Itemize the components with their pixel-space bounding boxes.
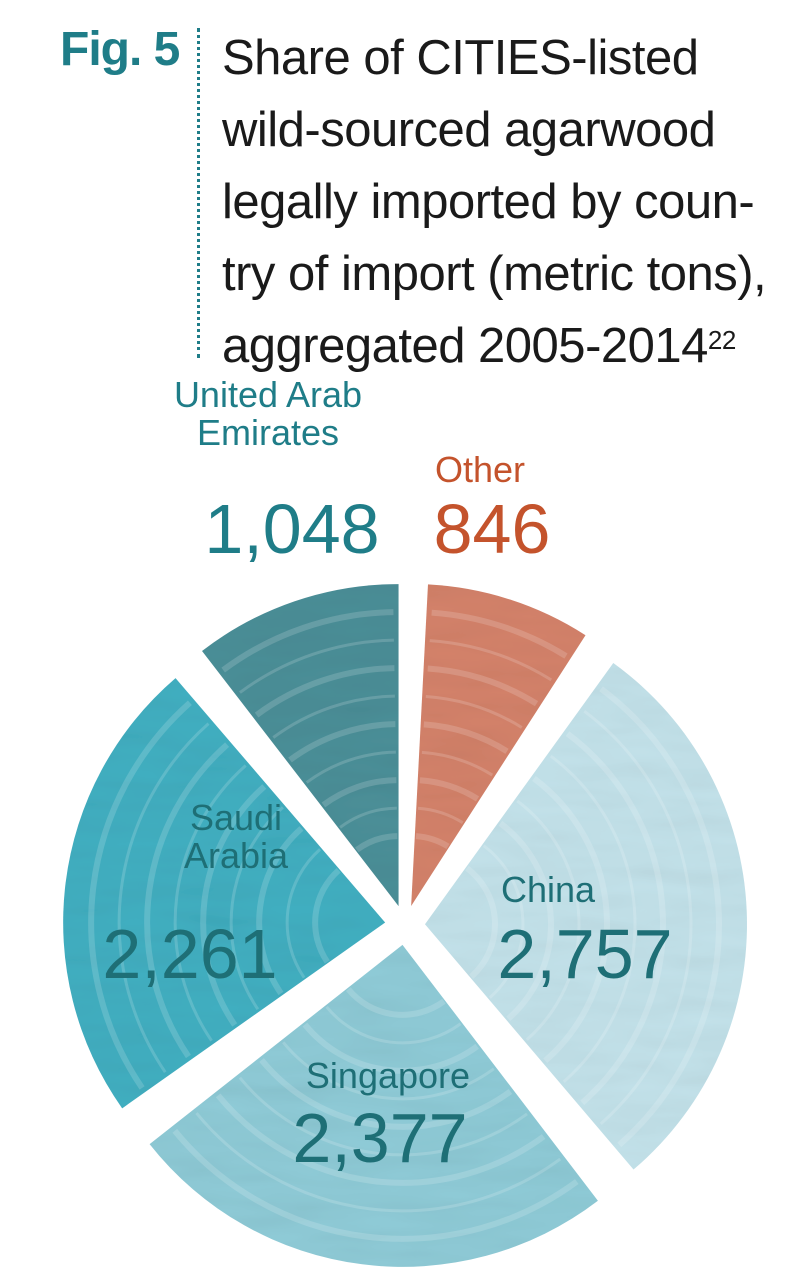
slice-value-label: 2,261 [102, 915, 277, 993]
wood-ring [312, 867, 341, 964]
slice-value-label: 2,377 [292, 1099, 467, 1177]
wood-ring [117, 722, 210, 1074]
slice-category-label: Singapore [306, 1055, 470, 1096]
slice-category-label: Saudi [190, 797, 282, 838]
wood-ring [345, 987, 446, 1018]
pie-slice-saudi-arabia [63, 678, 386, 1109]
wood-ring [498, 820, 554, 1022]
wood-ring [516, 799, 581, 1041]
wood-ring [229, 806, 284, 1011]
wood-ring [325, 1005, 462, 1045]
wood-ring [215, 1093, 546, 1186]
slice-category-label: Emirates [197, 412, 339, 453]
wood-ring [549, 754, 637, 1083]
wood-ring [144, 742, 230, 1059]
wood-ring [238, 1076, 528, 1157]
wood-ring [427, 665, 539, 707]
wood-ring [239, 638, 394, 694]
title-line: wild-sourced agarwood [222, 103, 716, 157]
wood-ring [421, 750, 494, 777]
wood-ring [302, 1022, 479, 1074]
wood-ring [583, 709, 693, 1125]
wood-ring [482, 844, 525, 999]
wood-ring [423, 721, 509, 754]
wood-ring [425, 694, 523, 729]
title-line: Share of CITIES-listed [222, 31, 699, 85]
slice-value-label: 1,048 [204, 490, 379, 568]
wood-ring [321, 777, 397, 808]
wood-ring [172, 1128, 579, 1242]
slice-category-label: United Arab [174, 374, 362, 415]
wood-ring [259, 1058, 513, 1130]
wood-ring [282, 1041, 495, 1101]
slice-category-label: Other [435, 449, 525, 490]
wood-ring [429, 639, 553, 682]
wood-ring [195, 1112, 562, 1213]
wood-ring [415, 833, 450, 850]
wood-ring [285, 848, 322, 979]
title-line: try of import (metric tons), [222, 247, 767, 301]
title-line: aggregated 2005-201422 [222, 310, 802, 382]
wood-ring [419, 777, 480, 802]
wood-ring [272, 694, 395, 739]
title-divider [197, 28, 200, 358]
slice-value-label: 2,757 [497, 915, 672, 993]
wood-ring [465, 865, 498, 979]
pie-slice-united-arab-emirates [202, 584, 399, 907]
slice-category-label: China [501, 869, 596, 910]
wood-ring [431, 609, 568, 659]
wood-ring [200, 784, 267, 1027]
wood-ring [417, 806, 464, 824]
pie-slice-china [424, 662, 747, 1170]
title-line: legally imported by coun- [222, 175, 755, 229]
wood-ring [221, 609, 394, 673]
wood-ring [355, 833, 398, 853]
pie-slices [63, 584, 747, 1267]
wood-ring [532, 776, 610, 1064]
wood-ring [305, 750, 396, 784]
wood-ring [339, 806, 397, 829]
slice-category-label: Arabia [184, 835, 289, 876]
wood-ring [173, 764, 247, 1042]
wood-ring [599, 686, 722, 1148]
title-line-text: aggregated 2005-2014 [222, 319, 708, 373]
slice-value-label: 846 [434, 490, 551, 568]
wood-ring [565, 731, 666, 1106]
pie-slice-singapore [149, 944, 598, 1267]
figure-number: Fig. 5 [60, 23, 180, 76]
footnote-ref: 22 [707, 325, 736, 355]
pie-slice-other [411, 584, 586, 906]
wood-ring [88, 700, 192, 1090]
figure-title: Share of CITIES-listed wild-sourced agar… [222, 22, 802, 382]
wood-ring [254, 665, 395, 718]
wood-ring [256, 826, 304, 996]
wood-ring [288, 721, 396, 763]
